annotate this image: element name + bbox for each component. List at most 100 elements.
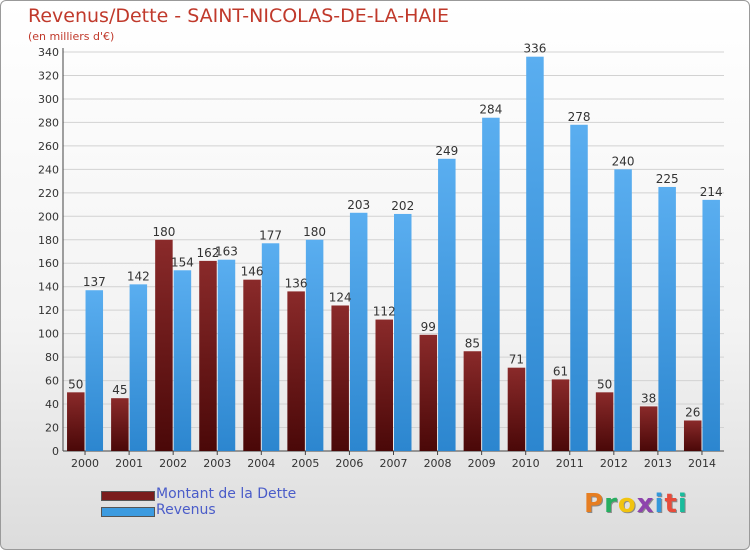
data-label-debt: 45 — [112, 383, 127, 397]
x-tick-label: 2014 — [688, 457, 716, 470]
data-label-revenue: 336 — [523, 42, 546, 56]
x-tick-label: 2000 — [71, 457, 99, 470]
bar-debt — [507, 367, 526, 451]
data-label-revenue: 278 — [568, 110, 591, 124]
bar-revenue — [438, 158, 456, 451]
bar-debt — [463, 351, 482, 451]
data-label-revenue: 154 — [171, 255, 194, 269]
data-label-debt: 71 — [509, 353, 524, 367]
y-tick-label: 80 — [45, 351, 59, 364]
legend-swatch-debt — [101, 491, 155, 501]
bar-revenue — [129, 284, 148, 451]
logo-letter: i — [677, 489, 688, 519]
legend-label-revenue: Revenus — [156, 502, 216, 518]
bar-revenue — [570, 124, 588, 452]
data-label-debt: 124 — [329, 290, 352, 304]
data-label-debt: 162 — [197, 246, 220, 260]
bar-revenue — [349, 212, 368, 451]
legend-label-debt: Montant de la Dette — [156, 486, 297, 502]
data-label-debt: 26 — [685, 405, 700, 419]
data-label-debt: 112 — [373, 305, 396, 319]
data-label-debt: 50 — [597, 377, 612, 391]
bar-debt — [595, 392, 614, 451]
bar-debt — [67, 392, 85, 451]
data-label-revenue: 142 — [127, 269, 150, 283]
bar-revenue — [85, 290, 104, 451]
proxiti-logo: Proxiti — [584, 489, 688, 519]
data-label-revenue: 177 — [259, 228, 282, 242]
x-tick-label: 2011 — [556, 457, 584, 470]
bar-revenue — [526, 56, 544, 451]
y-tick-label: 40 — [45, 398, 59, 411]
y-tick-label: 260 — [38, 140, 59, 153]
y-tick-label: 120 — [38, 304, 59, 317]
y-tick-label: 240 — [38, 163, 59, 176]
y-tick-label: 320 — [38, 69, 59, 82]
data-label-debt: 85 — [465, 336, 480, 350]
bar-debt — [287, 291, 305, 451]
x-tick-label: 2004 — [247, 457, 275, 470]
bar-debt — [199, 260, 217, 451]
x-tick-label: 2006 — [335, 457, 363, 470]
x-tick-label: 2012 — [600, 457, 628, 470]
logo-letter: i — [654, 489, 665, 519]
x-tick-label: 2008 — [424, 457, 452, 470]
bar-debt — [155, 239, 173, 451]
y-tick-label: 20 — [45, 422, 59, 435]
data-label-revenue: 180 — [303, 225, 326, 239]
x-tick-label: 2010 — [512, 457, 540, 470]
data-label-debt: 146 — [241, 265, 264, 279]
logo-letter: o — [617, 489, 637, 519]
data-label-revenue: 240 — [612, 154, 635, 168]
x-tick-label: 2013 — [644, 457, 672, 470]
bar-revenue — [305, 239, 324, 451]
data-label-debt: 180 — [152, 225, 175, 239]
data-label-debt: 38 — [641, 391, 656, 405]
x-tick-label: 2005 — [291, 457, 319, 470]
data-label-revenue: 249 — [435, 144, 458, 158]
x-tick-label: 2002 — [159, 457, 187, 470]
bar-debt — [639, 406, 658, 451]
data-label-debt: 61 — [553, 364, 568, 378]
y-tick-label: 300 — [38, 93, 59, 106]
data-label-revenue: 163 — [215, 245, 238, 259]
logo-letter: P — [584, 489, 605, 519]
x-tick-label: 2003 — [203, 457, 231, 470]
data-label-debt: 50 — [68, 377, 83, 391]
bar-debt — [243, 279, 261, 451]
logo-letter: r — [604, 489, 618, 519]
bar-revenue — [702, 199, 720, 451]
bar-revenue — [394, 213, 412, 451]
y-tick-label: 340 — [38, 46, 59, 59]
legend-swatch-revenue — [101, 507, 155, 517]
y-tick-label: 180 — [38, 234, 59, 247]
bar-debt — [683, 420, 702, 451]
bar-revenue — [658, 186, 676, 452]
bar-revenue — [217, 259, 236, 451]
x-tick-label: 2007 — [380, 457, 408, 470]
logo-letter: t — [664, 489, 678, 519]
data-label-revenue: 202 — [391, 199, 414, 213]
y-tick-label: 280 — [38, 116, 59, 129]
x-tick-label: 2001 — [115, 457, 143, 470]
data-label-revenue: 203 — [347, 198, 370, 212]
y-tick-label: 60 — [45, 375, 59, 388]
data-label-debt: 99 — [421, 320, 436, 334]
data-label-revenue: 225 — [656, 172, 679, 186]
x-tick-label: 2009 — [468, 457, 496, 470]
y-tick-label: 200 — [38, 210, 59, 223]
y-tick-label: 140 — [38, 281, 59, 294]
y-tick-label: 0 — [52, 445, 59, 458]
bar-debt — [331, 305, 349, 451]
chart-subtitle: (en milliers d'€) — [28, 30, 115, 43]
y-tick-label: 100 — [38, 328, 59, 341]
bar-revenue — [482, 117, 500, 451]
y-tick-label: 160 — [38, 257, 59, 270]
bar-revenue — [614, 169, 632, 451]
bar-revenue — [261, 243, 280, 451]
bar-debt — [551, 379, 570, 451]
data-label-revenue: 214 — [700, 185, 723, 199]
bar-debt — [375, 319, 393, 451]
